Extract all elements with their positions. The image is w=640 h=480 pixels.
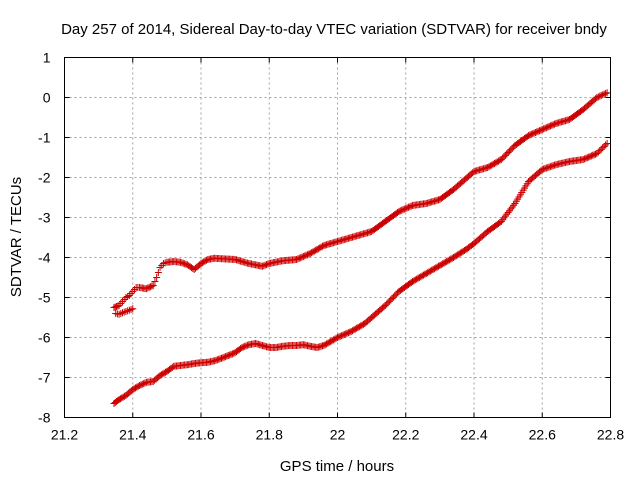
data-point — [154, 269, 162, 276]
y-tick-label: -1 — [38, 130, 51, 146]
data-point — [596, 147, 604, 155]
data-point — [597, 91, 605, 99]
y-tick-label: -2 — [38, 170, 51, 186]
y-tick-label: -3 — [38, 210, 51, 226]
y-tick-label: 1 — [43, 50, 51, 66]
grid-lines — [64, 57, 611, 418]
x-tick-label: 21.4 — [119, 427, 146, 443]
data-point — [599, 144, 607, 152]
y-tick-label: -7 — [38, 370, 51, 386]
x-tick-label: 21.8 — [256, 427, 283, 443]
data-point — [497, 218, 505, 225]
data-point — [161, 259, 169, 267]
y-tick-label: -4 — [38, 250, 51, 266]
y-tick-label: -6 — [38, 330, 51, 346]
data-point — [602, 141, 610, 149]
x-tick-label: 22.4 — [460, 427, 487, 443]
y-tick-label: 0 — [43, 90, 51, 106]
data-point — [603, 140, 611, 147]
data-point — [602, 89, 610, 97]
data-point — [153, 274, 161, 281]
data-markers — [110, 89, 611, 407]
data-point — [507, 205, 515, 213]
data-point — [597, 145, 605, 153]
data-point — [122, 308, 130, 315]
x-tick-label: 21.6 — [187, 427, 214, 443]
data-point — [149, 282, 157, 289]
data-point — [159, 260, 167, 267]
y-axis-label: SDTVAR / TECUs — [8, 177, 25, 297]
data-point — [500, 214, 508, 222]
data-point — [596, 92, 604, 100]
data-point — [148, 282, 156, 290]
data-point — [603, 89, 611, 97]
data-point — [125, 306, 133, 314]
data-point — [117, 310, 125, 317]
data-point — [600, 90, 608, 98]
data-point — [124, 293, 132, 300]
series-lower — [110, 140, 611, 407]
data-point — [503, 210, 511, 218]
x-tick-label: 22.8 — [597, 427, 624, 443]
series-upper — [110, 89, 611, 311]
series-upper-branch — [112, 305, 137, 318]
x-tick-label: 21.2 — [51, 427, 78, 443]
data-point — [151, 278, 159, 285]
data-point — [594, 148, 602, 156]
data-point — [115, 310, 123, 318]
chart-title: Day 257 of 2014, Sidereal Day-to-day VTE… — [61, 21, 607, 38]
data-point — [600, 142, 608, 150]
x-axis-label: GPS time / hours — [280, 458, 394, 475]
x-tick-label: 22.2 — [392, 427, 419, 443]
data-point — [594, 93, 602, 101]
data-point — [124, 307, 132, 315]
data-point — [593, 150, 601, 157]
data-point — [599, 91, 607, 99]
x-tick-label: 22 — [330, 427, 346, 443]
y-tick-label: -8 — [38, 410, 51, 426]
data-point — [505, 207, 513, 215]
data-point — [499, 216, 507, 224]
x-tick-label: 22.6 — [529, 427, 556, 443]
data-point — [508, 203, 516, 211]
data-point — [127, 306, 135, 313]
data-point — [504, 209, 512, 216]
plot-frame — [64, 57, 611, 418]
data-point — [510, 201, 518, 209]
y-tick-label: -5 — [38, 290, 51, 306]
data-point — [119, 309, 127, 317]
tick-labels: 21.2 21.4 21.6 21.8 22 22.2 22.4 22.6 22.8 -8 -7 -6… — [38, 50, 624, 443]
data-point — [501, 212, 509, 220]
data-point — [129, 305, 137, 313]
data-point — [593, 94, 601, 101]
data-point — [120, 308, 128, 316]
